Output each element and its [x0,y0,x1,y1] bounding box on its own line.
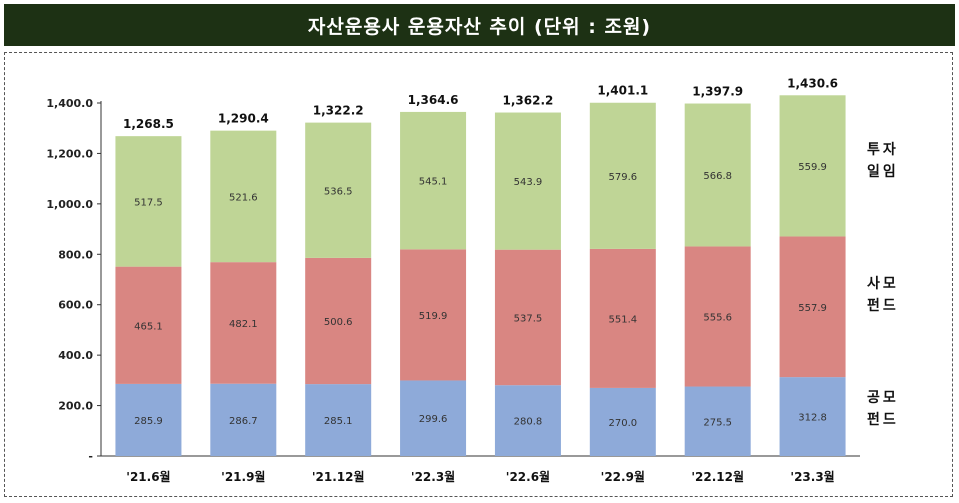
x-tick-label: '21.6월 [126,469,170,484]
bar-segment [684,103,751,247]
bar-segment [305,384,372,456]
bar-segment [494,249,561,386]
total-label: 1,290.4 [218,112,269,126]
data-label: 579.6 [608,172,637,183]
data-label: 270.0 [608,418,637,429]
total-label: 1,362.2 [503,94,554,108]
bar-segment [589,248,656,388]
legend-label-investment-advisory: 투자 일임 [867,139,899,183]
data-label: 519.9 [419,311,448,322]
data-label: 536.5 [324,186,353,197]
y-tick-label: - [88,450,93,463]
data-label: 545.1 [419,177,448,188]
chart-frame: - 200.0 400.0 600.0 800.0 1,000.0 1,200.0 1,400… [4,52,953,497]
x-tick-label: '22.3월 [411,469,455,484]
total-label: 1,430.6 [787,76,838,90]
data-label: 500.6 [324,317,353,328]
bar-segment [305,257,372,385]
data-label: 465.1 [134,321,163,332]
x-tick-label: '22.12월 [691,469,744,484]
legend-label-public-fund: 공모 펀드 [867,387,899,431]
bar-segment [400,380,467,456]
data-label: 521.6 [229,192,258,203]
bar-segment [400,111,467,250]
x-tick-label: '21.9월 [221,469,265,484]
data-label: 557.9 [798,303,827,314]
y-tick-label: 600.0 [58,299,93,312]
data-label: 285.9 [134,416,163,427]
data-label: 312.8 [798,413,827,424]
x-tick-label: '22.6월 [506,469,550,484]
bar-segment [115,136,182,267]
legend-label-line-1: 사모 [867,276,899,292]
bar-segment [115,266,182,384]
bar-segment [115,383,182,456]
legend-label-line-2: 펀드 [867,412,899,428]
x-tick-label: '22.9월 [601,469,645,484]
data-label: 537.5 [514,313,543,324]
y-tick-label: 200.0 [58,400,93,413]
total-label: 1,401.1 [597,84,648,98]
data-label: 555.6 [703,312,732,323]
chart-title: 자산운용사 운용자산 추이 (단위 : 조원) [4,4,955,46]
y-tick-label: 1,400.0 [46,97,93,110]
y-tick-label: 800.0 [58,248,93,261]
y-tick-label: 1,200.0 [46,147,93,160]
y-tick-label: 400.0 [58,349,93,362]
bar-segment [589,387,656,456]
bar-segment [210,262,277,384]
data-label: 517.5 [134,197,163,208]
bar-segment [210,383,277,456]
total-label: 1,397.9 [692,85,743,99]
y-tick-label: 1,000.0 [46,198,93,211]
legend-label-private-fund: 사모 펀드 [867,273,899,317]
stacked-bar-chart: - 200.0 400.0 600.0 800.0 1,000.0 1,200.0 1,400… [46,76,860,484]
total-label: 1,364.6 [408,93,459,107]
legend-label-line-2: 펀드 [867,298,899,314]
legend-label-line-1: 투자 [867,142,899,158]
total-label: 1,322.2 [313,104,364,118]
data-label: 551.4 [608,314,637,325]
bar-segment [684,386,751,456]
bar-segment [305,122,372,258]
legend-label-line-1: 공모 [867,390,899,406]
data-label: 559.9 [798,162,827,173]
data-label: 275.5 [703,417,732,428]
data-label: 543.9 [514,177,543,188]
data-label: 280.8 [514,417,543,428]
x-tick-label: '21.12월 [312,469,365,484]
data-label: 299.6 [419,414,448,425]
data-label: 482.1 [229,319,258,330]
x-tick-label: '23.3월 [790,469,834,484]
bar-segment [210,130,277,263]
bar-segment [779,236,846,378]
bar-segment [779,377,846,456]
legend-label-line-2: 일임 [867,164,899,180]
data-label: 285.1 [324,416,353,427]
data-label: 566.8 [703,171,732,182]
bar-segment [494,385,561,456]
bar-segment [684,246,751,387]
bar-segment [589,102,656,249]
bar-segment [779,95,846,237]
data-label: 286.7 [229,416,258,427]
bar-segment [494,112,561,250]
bar-segment [400,249,467,381]
total-label: 1,268.5 [123,117,174,131]
